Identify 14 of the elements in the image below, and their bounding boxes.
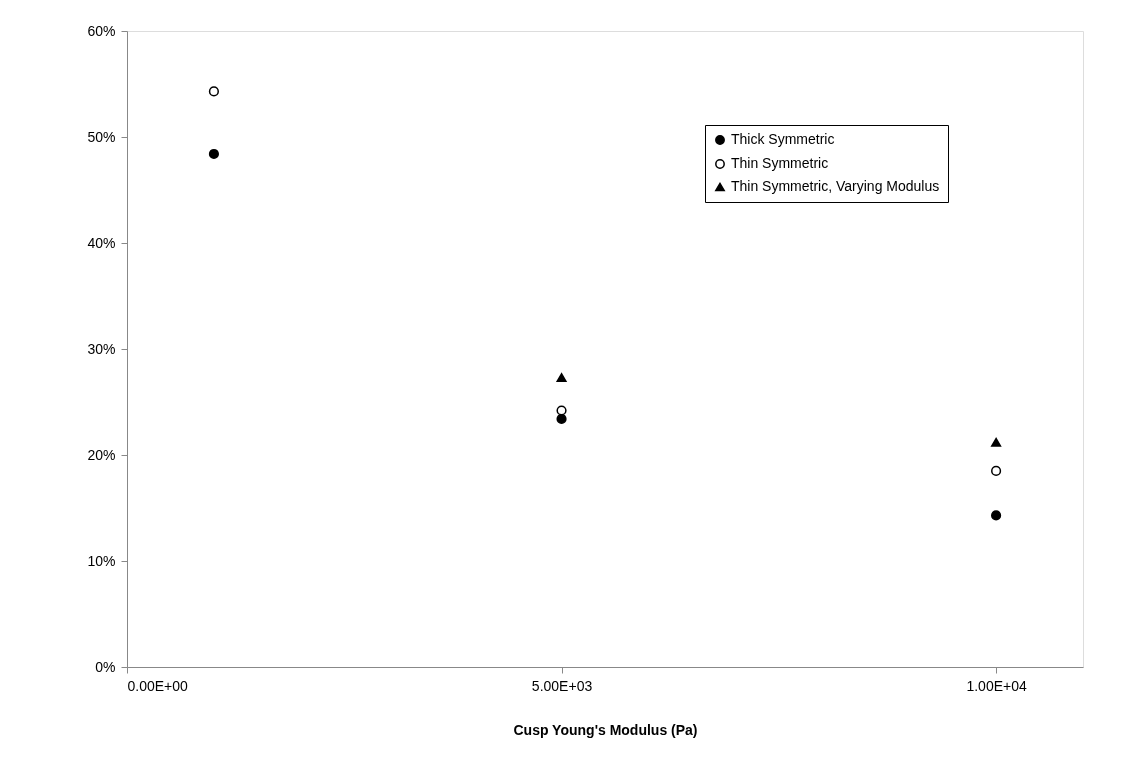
x-tick-label: 5.00E+03 [531, 677, 593, 694]
y-tick-label: 50% [87, 128, 116, 145]
x-tick-label: 1.00E+04 [966, 677, 1027, 694]
y-tick-label: 0% [95, 658, 116, 675]
y-tick-label: 60% [87, 22, 116, 39]
x-tick-label: 0.00E+00 [127, 677, 189, 694]
x-axis-title: Cusp Young's Modulus (Pa) [513, 721, 698, 738]
y-tick-label: 30% [87, 340, 116, 357]
legend-label: Thin Symmetric, Varying Modulus [731, 178, 940, 194]
y-tick-label: 20% [87, 446, 116, 463]
legend-label: Thin Symmetric [731, 155, 829, 171]
y-tick-label: 40% [87, 234, 116, 251]
legend-label: Thick Symmetric [731, 131, 835, 147]
y-tick-label: 10% [87, 552, 116, 569]
